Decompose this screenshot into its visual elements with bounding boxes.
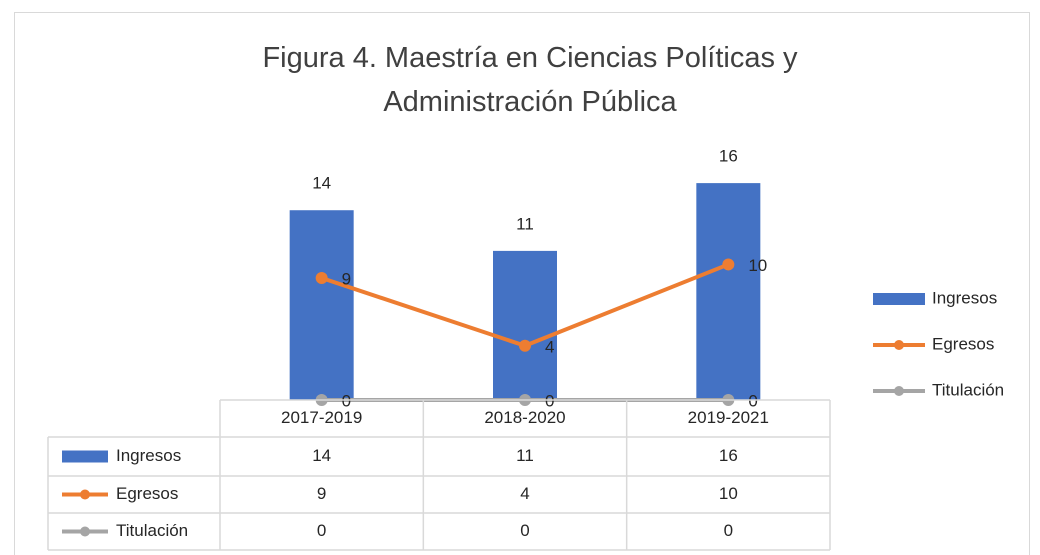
- table-cell: 16: [719, 446, 738, 465]
- chart-border: [14, 12, 1030, 555]
- bar: [289, 210, 354, 400]
- x-tick-label: 2018-2020: [484, 408, 565, 427]
- legend-key: [894, 386, 904, 396]
- data-label: 0: [748, 391, 757, 410]
- x-tick-label: 2019-2021: [688, 408, 769, 427]
- table-cell: 14: [312, 446, 331, 465]
- table-cell: 4: [520, 484, 529, 503]
- table-row-label: Ingresos: [116, 446, 181, 465]
- table-cell: 9: [317, 484, 326, 503]
- legend-key: [80, 489, 90, 500]
- data-label: 11: [516, 214, 534, 233]
- table-row-label: Titulación: [116, 521, 188, 540]
- table-cell: 0: [520, 521, 529, 540]
- x-tick-label: 2017-2019: [281, 408, 362, 427]
- data-label: 16: [719, 147, 738, 166]
- table-cell: 10: [719, 484, 738, 503]
- legend-key: [894, 340, 904, 350]
- bar: [493, 250, 557, 400]
- point: [722, 258, 735, 271]
- legend-label: Titulación: [932, 380, 1004, 399]
- bar: [696, 183, 761, 400]
- legend-key: [873, 293, 925, 305]
- legend-key: [80, 526, 90, 537]
- legend-label: Egresos: [932, 334, 994, 353]
- data-label: 4: [545, 337, 554, 356]
- point: [315, 272, 328, 284]
- chart-title: Figura 4. Maestría en Ciencias Políticas…: [262, 42, 798, 118]
- data-label: 9: [342, 269, 351, 288]
- table-row-label: Egresos: [116, 484, 178, 503]
- table-cell: 0: [317, 521, 326, 540]
- data-label: 10: [748, 256, 767, 275]
- data-label: 14: [312, 174, 331, 193]
- data-label: 0: [545, 391, 554, 410]
- legend-key: [62, 450, 108, 463]
- data-label: 0: [342, 391, 351, 410]
- table-cell: 11: [516, 446, 534, 465]
- point: [519, 339, 531, 352]
- table-cell: 0: [724, 521, 733, 540]
- legend-label: Ingresos: [932, 288, 997, 307]
